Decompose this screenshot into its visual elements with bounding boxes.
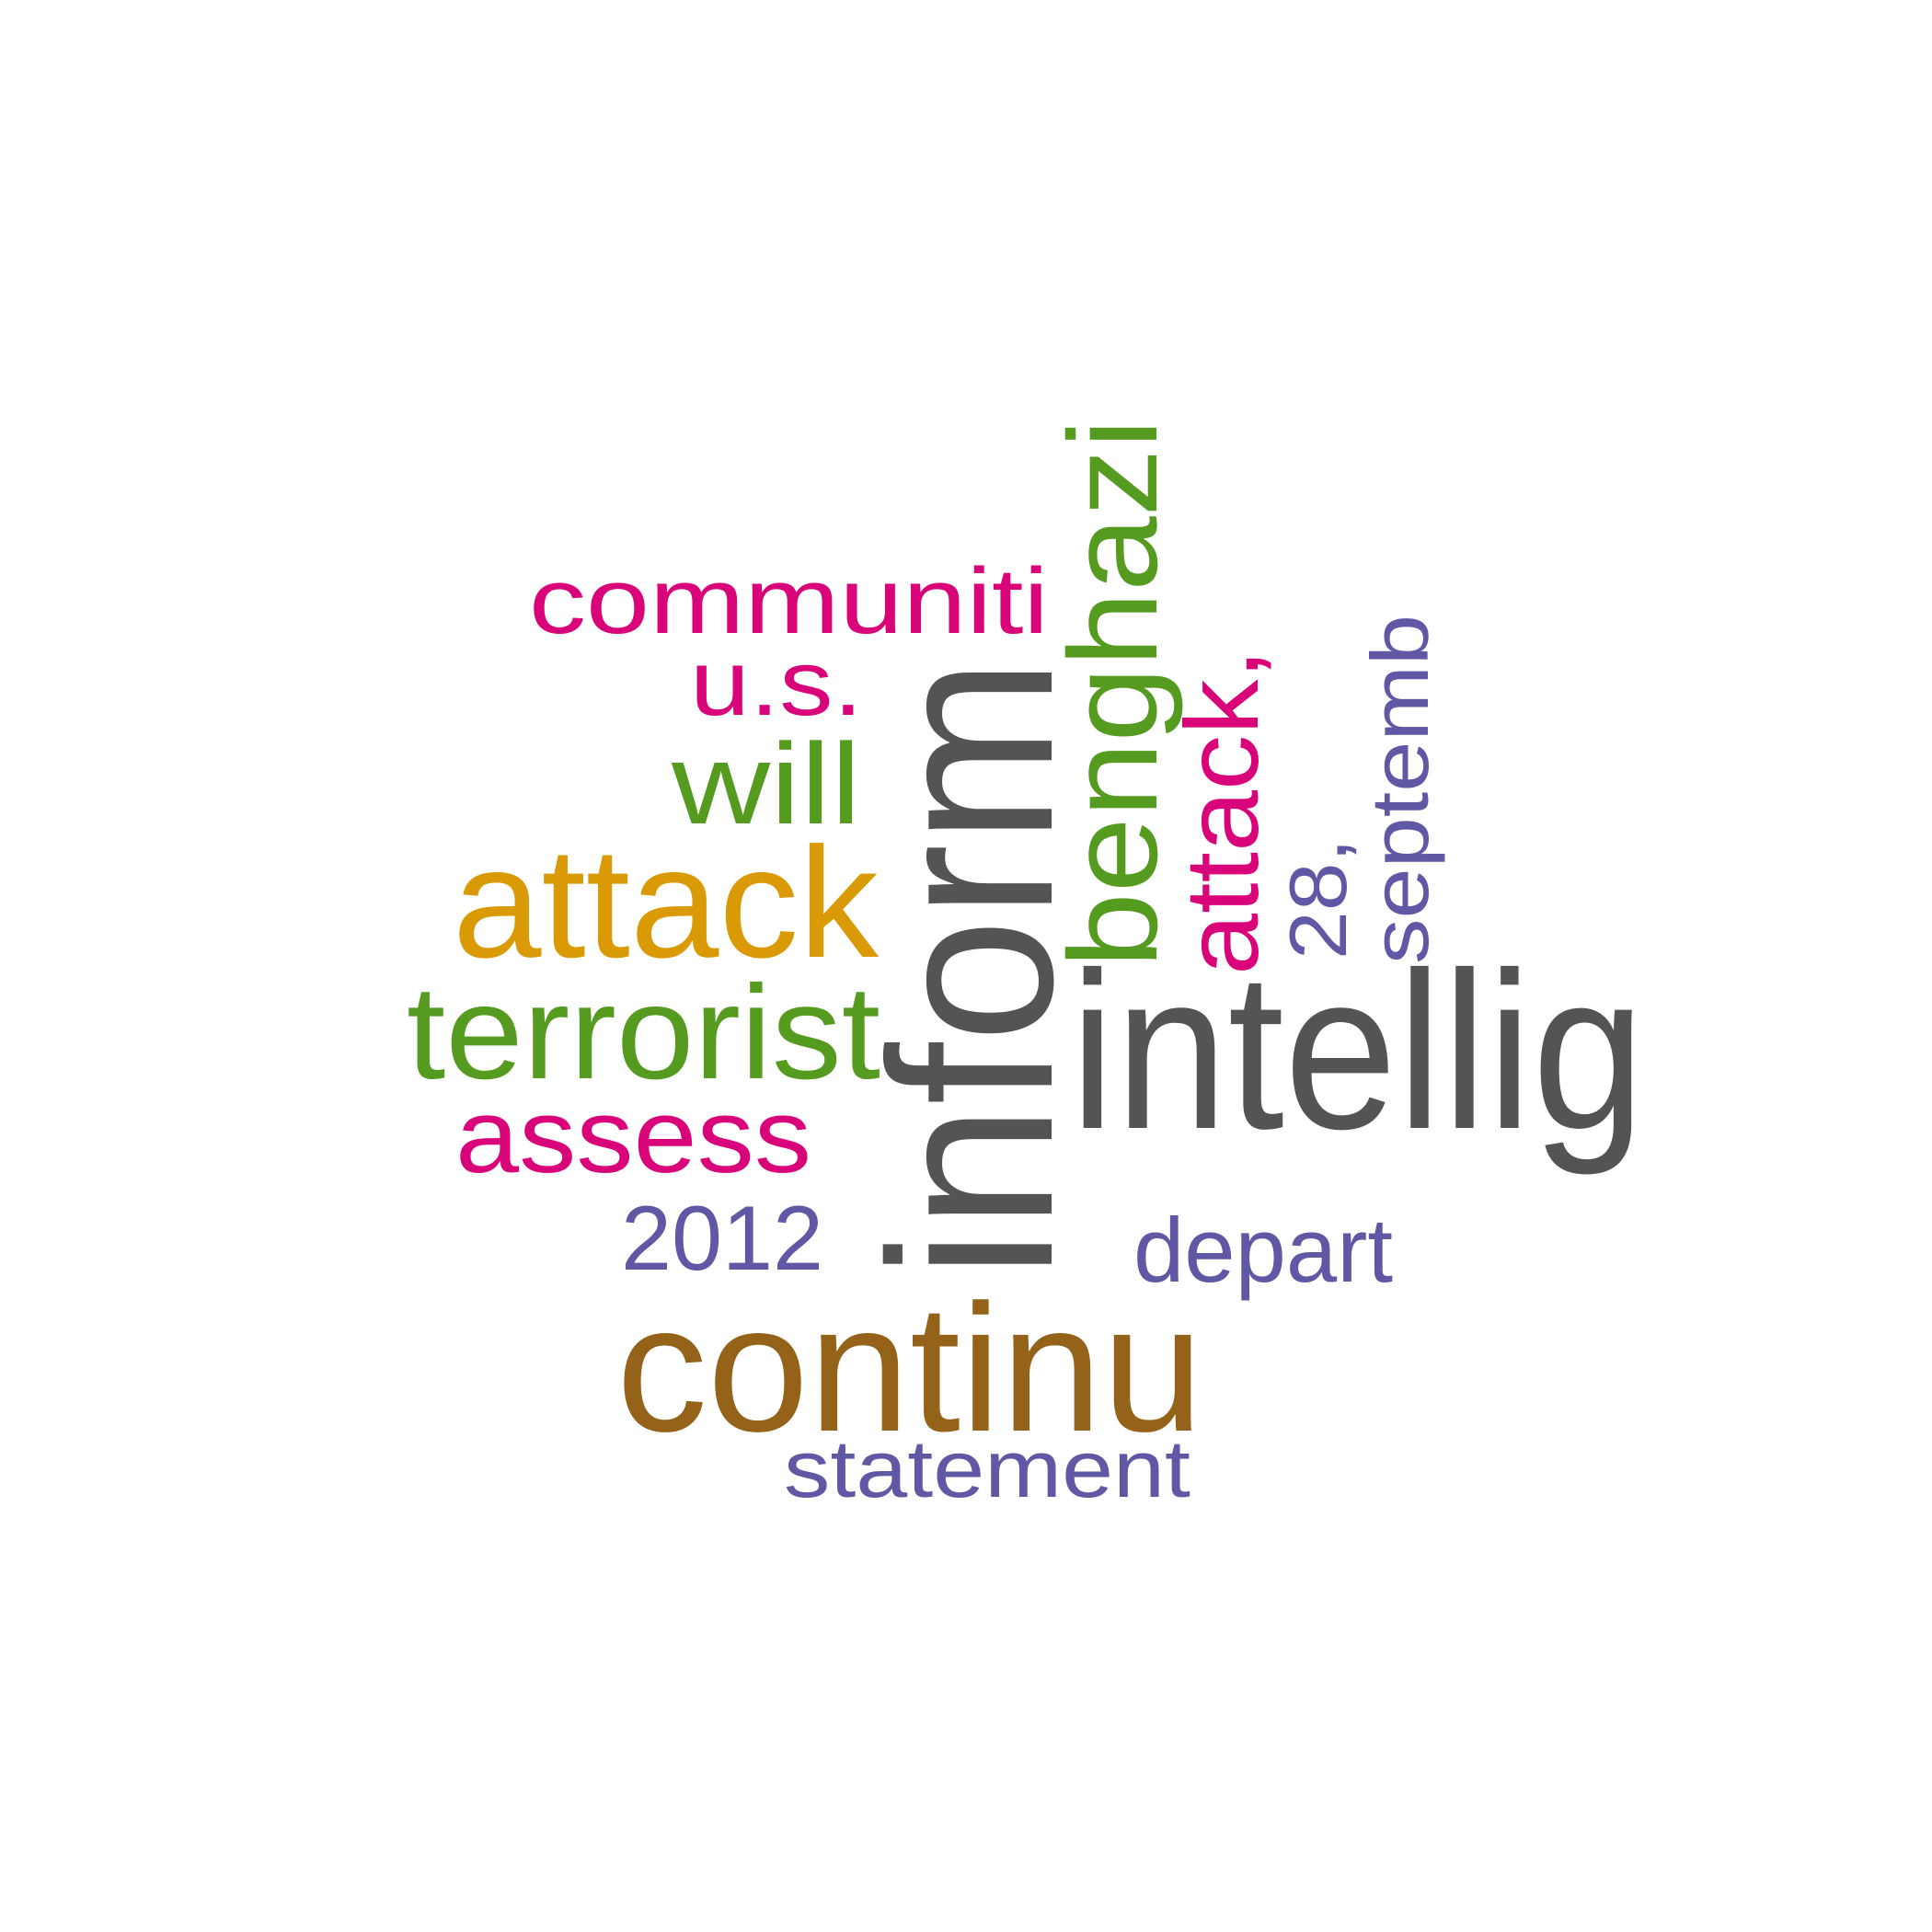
word-u-s: u.s. <box>690 632 863 735</box>
word-attack-comma: attack, <box>1164 649 1280 975</box>
word-septemb: septemb <box>1354 615 1445 964</box>
word-terrorist: terrorist <box>407 958 880 1107</box>
word-statement: statement <box>784 1423 1190 1514</box>
word-attack: attack <box>453 815 879 991</box>
word-communiti: communiti <box>529 550 1049 653</box>
word-will: will <box>671 720 861 848</box>
word-inform: inform <box>841 658 1101 1279</box>
word-depart: depart <box>1133 1199 1393 1301</box>
word-continu: continu <box>616 1267 1203 1469</box>
word-28: 28, <box>1272 838 1363 960</box>
word-2012: 2012 <box>621 1187 823 1289</box>
word-benghazi: benghazi <box>1043 419 1184 968</box>
word-assess: assess <box>455 1078 811 1195</box>
word-intellig: intellig <box>1070 926 1645 1176</box>
